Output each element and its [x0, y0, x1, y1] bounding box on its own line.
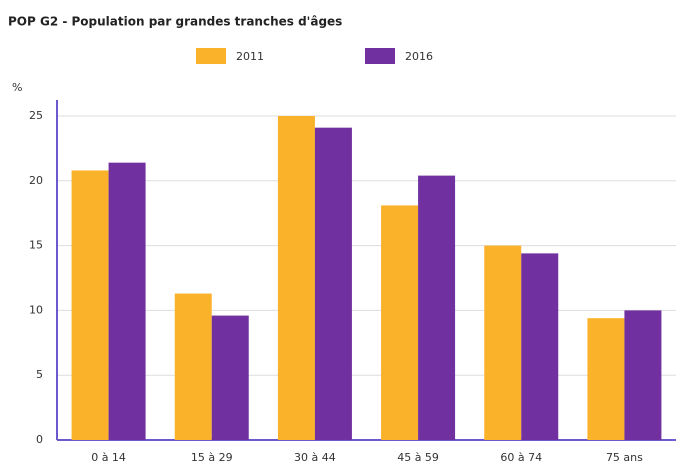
bar — [277, 116, 315, 440]
chart-title: POP G2 - Population par grandes tranches… — [8, 15, 342, 29]
y-tick-label: 15 — [29, 239, 43, 252]
bar — [381, 205, 419, 440]
x-tick-label: 60 à 74 — [500, 451, 542, 464]
bar — [484, 245, 522, 440]
y-tick-label: 0 — [36, 433, 43, 446]
bar — [314, 127, 352, 440]
y-tick-label: 10 — [29, 303, 43, 316]
x-tick-label: 0 à 14 — [91, 451, 126, 464]
y-tick-label: 25 — [29, 109, 43, 122]
x-tick-label: 15 à 29 — [191, 451, 233, 464]
bar — [108, 162, 146, 440]
y-axis-label: % — [12, 81, 22, 94]
bar — [587, 318, 625, 440]
bar — [418, 175, 456, 440]
y-tick-label: 20 — [29, 174, 43, 187]
legend-label: 2011 — [236, 50, 264, 63]
bar — [71, 170, 109, 440]
legend-swatch — [365, 48, 395, 64]
legend-swatch — [196, 48, 226, 64]
x-tick-label: 30 à 44 — [294, 451, 336, 464]
legend-label: 2016 — [405, 50, 433, 63]
bar — [521, 253, 559, 440]
bar — [211, 315, 249, 440]
x-tick-label: 45 à 59 — [397, 451, 439, 464]
x-tick-label: 75 ans — [606, 451, 643, 464]
bar — [174, 293, 212, 440]
bar — [624, 310, 662, 440]
y-tick-label: 5 — [36, 368, 43, 381]
